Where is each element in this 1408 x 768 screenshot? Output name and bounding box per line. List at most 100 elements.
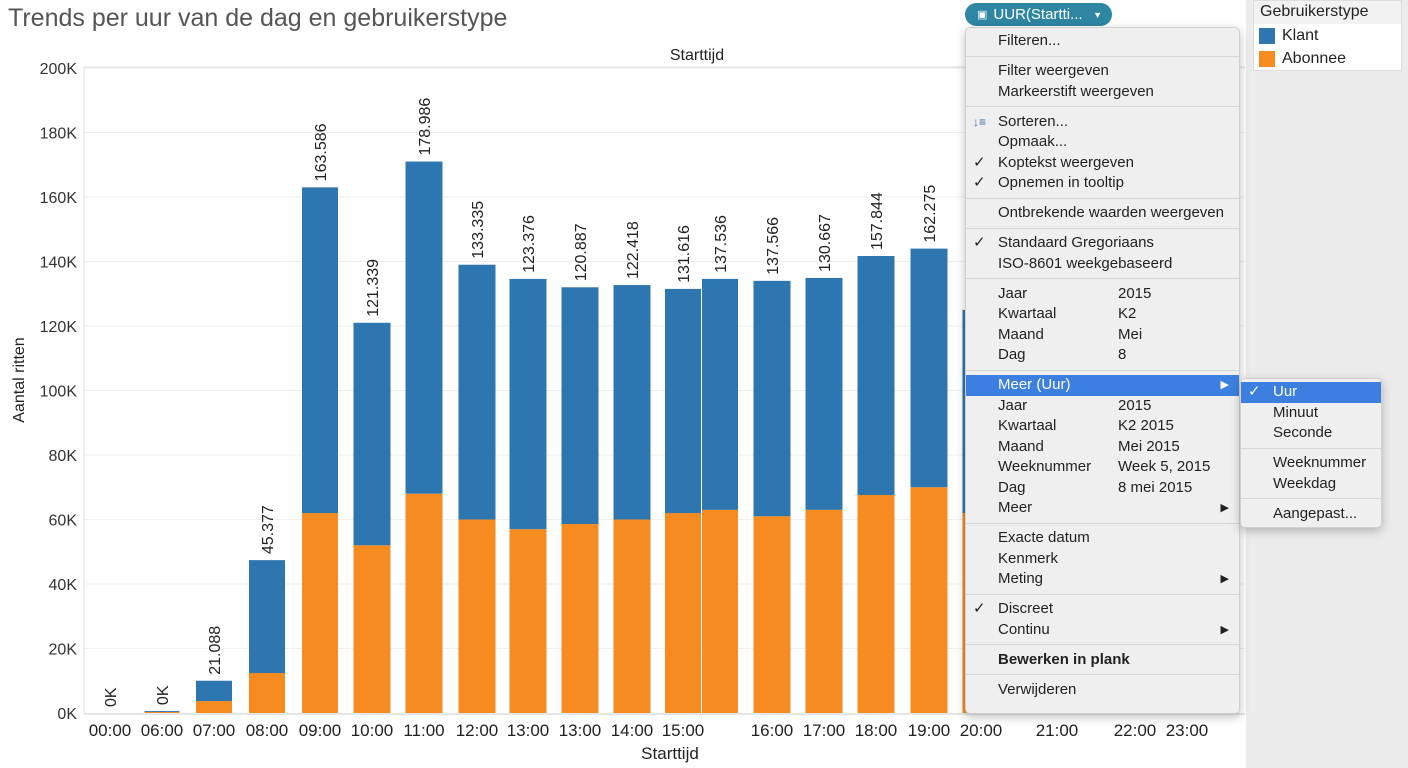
bar-klant (458, 264, 496, 520)
menu-item-bewerken-in-plank[interactable]: Bewerken in plank (966, 650, 1239, 671)
menu-item-standaard-gregoriaans[interactable]: ✓ Standaard Gregoriaans (966, 233, 1239, 254)
menu-item-kenmerk[interactable]: Kenmerk (966, 549, 1239, 570)
menu-item-label: Exacte datum (998, 529, 1090, 546)
menu-item-value: K2 (1118, 305, 1137, 322)
bar-klant (665, 288, 701, 514)
menu-item-jaar[interactable]: Jaar 2015 (966, 284, 1239, 305)
legend-swatch (1259, 27, 1275, 44)
x-tick-label: 17:00 (803, 721, 846, 740)
menu-item-kwartaal[interactable]: Kwartaal K2 (966, 304, 1239, 325)
bar-klant (353, 322, 391, 546)
chevron-down-icon[interactable]: ▼ (1093, 9, 1102, 20)
menu-item-dag[interactable]: Dag 8 (966, 345, 1239, 366)
menu-item-value: Week 5, 2015 (1118, 458, 1211, 475)
menu-item-label: Filter weergeven (998, 62, 1109, 79)
y-tick-label: 160K (40, 190, 78, 207)
x-tick-label: 12:00 (456, 721, 499, 740)
menu-separator (966, 670, 1239, 680)
menu-item-meer-uur[interactable]: Meer (Uur) ▶ (966, 375, 1239, 396)
checkmark-icon: ✓ (1248, 383, 1261, 400)
menu-item-weeknummer[interactable]: Weeknummer Week 5, 2015 (966, 457, 1239, 478)
menu-item-label: Meer (998, 499, 1033, 516)
menu-item-filteren[interactable]: Filteren... (966, 31, 1239, 52)
menu-item-seconde[interactable]: Seconde (1241, 423, 1381, 444)
menu-item-label: Bewerken in plank (998, 650, 1130, 668)
menu-item-label: Verwijderen (998, 680, 1077, 698)
menu-item-sorteren[interactable]: ↓≡ Sorteren... (966, 112, 1239, 133)
menu-item-label: Meting (998, 570, 1044, 587)
menu-item-exacte-datum[interactable]: Exacte datum (966, 528, 1239, 549)
bar-total-label: 130.667 (817, 214, 834, 272)
menu-item-discreet[interactable]: ✓ Discreet (966, 599, 1239, 620)
menu-item-label: Weeknummer (1273, 454, 1367, 471)
legend-item-abonnee[interactable]: Abonnee (1254, 47, 1401, 70)
menu-item-weeknummer[interactable]: Weeknummer (1241, 453, 1381, 474)
menu-item-label: Opnemen in tooltip (998, 174, 1124, 191)
bar-total-label: 133.335 (470, 201, 487, 259)
menu-item-dag[interactable]: Dag 8 mei 2015 (966, 478, 1239, 499)
menu-item-label: Markeerstift weergeven (998, 82, 1154, 100)
x-tick-label: 13:00 (559, 721, 602, 740)
sort-icon: ↓≡ (973, 114, 987, 129)
bar-total-label: 122.418 (625, 221, 642, 279)
submenu-arrow-icon: ▶ (1220, 379, 1229, 391)
bar-total-label: 162.275 (922, 185, 939, 243)
bar-klant (857, 256, 895, 495)
menu-separator (966, 274, 1239, 284)
bar-klant (910, 248, 948, 488)
menu-item-ontbrekende-waarden-weergeven[interactable]: Ontbrekende waarden weergeven (966, 203, 1239, 224)
x-tick-label: 16:00 (751, 721, 794, 740)
legend-title: Gebruikerstype (1254, 1, 1401, 24)
bar-abonnee (458, 519, 496, 713)
menu-item-uur[interactable]: ✓ Uur (1241, 382, 1381, 403)
menu-item-maand[interactable]: Maand Mei 2015 (966, 437, 1239, 458)
bar-klant (753, 280, 791, 517)
calendar-icon: ▣ (977, 9, 988, 21)
menu-item-maand[interactable]: Maand Mei (966, 325, 1239, 346)
menu-item-value: Mei 2015 (1118, 437, 1180, 455)
menu-item-koptekst-weergeven[interactable]: ✓ Koptekst weergeven (966, 153, 1239, 174)
menu-item-meting[interactable]: Meting ▶ (966, 569, 1239, 590)
menu-item-continu[interactable]: Continu ▶ (966, 620, 1239, 641)
menu-item-verwijderen[interactable]: Verwijderen (966, 680, 1239, 701)
menu-item-label: Maand (998, 325, 1044, 343)
menu-item-filter-weergeven[interactable]: Filter weergeven (966, 61, 1239, 82)
menu-item-aangepast[interactable]: Aangepast... (1241, 504, 1381, 525)
menu-item-label: Continu (998, 620, 1050, 638)
menu-item-opmaak[interactable]: Opmaak... (966, 132, 1239, 153)
x-tick-label: 00:00 (89, 721, 132, 740)
x-tick-label: 10:00 (351, 721, 394, 740)
bar-klant (561, 287, 599, 525)
bar-total-label: 131.616 (676, 225, 693, 283)
menu-item-opnemen-in-tooltip[interactable]: ✓ Opnemen in tooltip (966, 173, 1239, 194)
menu-item-jaar[interactable]: Jaar 2015 (966, 396, 1239, 417)
bar-abonnee (405, 493, 443, 713)
submenu-arrow-icon: ▶ (1220, 573, 1229, 585)
bar-klant (302, 187, 338, 514)
menu-item-meer[interactable]: Meer ▶ (966, 498, 1239, 519)
submenu-arrow-icon: ▶ (1220, 502, 1229, 514)
menu-item-label: Aangepast... (1273, 504, 1358, 522)
stacked-bar-chart: 0K20K40K60K80K100K120K140K160K180K200KSt… (11, 47, 1245, 763)
x-tick-label: 14:00 (611, 721, 654, 740)
legend-item-klant[interactable]: Klant (1254, 24, 1401, 47)
menu-item-kwartaal[interactable]: Kwartaal K2 2015 (966, 416, 1239, 437)
menu-item-value: K2 2015 (1118, 417, 1174, 434)
menu-item-markeerstift-weergeven[interactable]: Markeerstift weergeven (966, 82, 1239, 103)
y-tick-label: 0K (57, 706, 77, 723)
menu-item-iso-8601-weekgebaseerd[interactable]: ISO-8601 weekgebaseerd (966, 254, 1239, 275)
field-pill-uur-starttijd[interactable]: ▣ UUR(Startti... ▼ (965, 3, 1112, 26)
x-tick-label: 19:00 (908, 721, 951, 740)
bar-abonnee (353, 545, 391, 713)
x-tick-label: 18:00 (855, 721, 898, 740)
menu-item-label: Dag (998, 478, 1026, 496)
menu-item-minuut[interactable]: Minuut (1241, 403, 1381, 424)
x-tick-label: 06:00 (141, 721, 184, 740)
y-axis-title: Aantal ritten (11, 337, 28, 422)
y-tick-label: 80K (49, 448, 78, 465)
menu-item-label: Opmaak... (998, 133, 1068, 150)
bar-klant (613, 285, 651, 520)
x-axis-title: Starttijd (641, 744, 699, 763)
checkmark-icon: ✓ (973, 153, 986, 171)
menu-item-weekdag[interactable]: Weekdag (1241, 474, 1381, 495)
